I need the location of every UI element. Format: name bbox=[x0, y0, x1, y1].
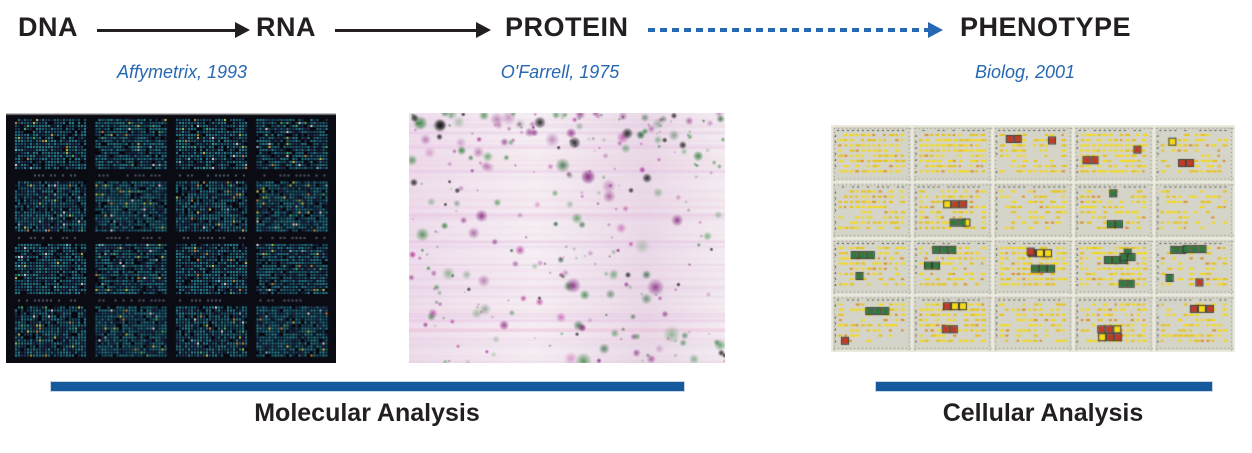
arrowhead-rna-to-protein-icon bbox=[476, 22, 491, 38]
arrowhead-dna-to-rna-icon bbox=[235, 22, 250, 38]
flow-node-phenotype: PHENOTYPE bbox=[960, 12, 1132, 42]
dna-microarray-image bbox=[6, 113, 336, 363]
flow-node-protein: PROTEIN bbox=[505, 12, 629, 42]
citation-ofarrell: O'Farrell, 1975 bbox=[500, 62, 620, 82]
arrow-dna-to-rna bbox=[97, 29, 237, 32]
cellular-analysis-label: Cellular Analysis bbox=[942, 399, 1144, 427]
cellular-analysis-bar bbox=[876, 382, 1212, 391]
citation-affymetrix: Affymetrix, 1993 bbox=[116, 62, 248, 82]
dashed-arrow-protein-to-phenotype bbox=[648, 28, 930, 32]
citation-biolog: Biolog, 2001 bbox=[974, 62, 1076, 82]
molecular-analysis-bar bbox=[51, 382, 684, 391]
molecular-analysis-label: Molecular Analysis bbox=[254, 399, 480, 427]
flow-node-dna: DNA bbox=[18, 12, 78, 42]
protein-2d-gel-image bbox=[409, 113, 725, 363]
flow-node-rna: RNA bbox=[256, 12, 316, 42]
arrow-rna-to-protein bbox=[335, 29, 478, 32]
phenotype-microarray-image bbox=[831, 125, 1235, 352]
arrowhead-protein-to-phenotype-icon bbox=[928, 22, 943, 38]
